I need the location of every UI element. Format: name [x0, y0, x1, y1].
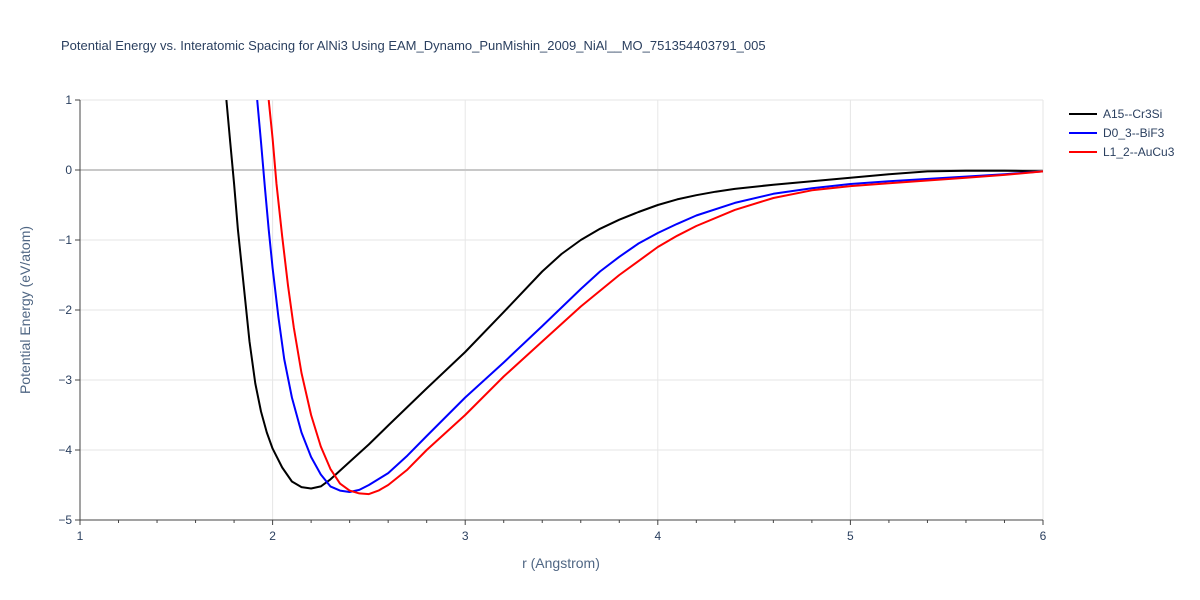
legend-label: A15--Cr3Si [1103, 107, 1162, 121]
axes: 1 2 3 4 5 6 1 0 −1 −2 −3 −4 −5 [58, 93, 1046, 543]
y-tick-label: −4 [58, 443, 72, 457]
y-tick-label: 1 [65, 93, 72, 107]
y-tick-label: −2 [58, 303, 72, 317]
series-line-1 [225, 100, 1043, 490]
series-line-3 [267, 100, 1043, 496]
series-layer [225, 100, 1043, 496]
legend: A15--Cr3Si D0_3--BiF3 L1_2--AuCu3 [1069, 107, 1175, 159]
grid-lines [80, 99, 1044, 520]
y-axis-title: Potential Energy (eV/atom) [17, 226, 33, 394]
chart-title: Potential Energy vs. Interatomic Spacing… [61, 38, 766, 53]
x-tick-label: 4 [654, 529, 661, 543]
legend-label: L1_2--AuCu3 [1103, 145, 1175, 159]
y-tick-label: −5 [58, 513, 72, 527]
y-tick-label: −1 [58, 233, 72, 247]
x-tick-label: 1 [77, 529, 84, 543]
y-tick-label: 0 [65, 163, 72, 177]
x-tick-label: 5 [847, 529, 854, 543]
series-line-2 [256, 100, 1043, 493]
x-tick-label: 6 [1040, 529, 1047, 543]
legend-label: D0_3--BiF3 [1103, 126, 1165, 140]
y-tick-label: −3 [58, 373, 72, 387]
x-axis-title: r (Angstrom) [522, 555, 600, 571]
x-tick-label: 2 [269, 529, 276, 543]
x-tick-label: 3 [462, 529, 469, 543]
